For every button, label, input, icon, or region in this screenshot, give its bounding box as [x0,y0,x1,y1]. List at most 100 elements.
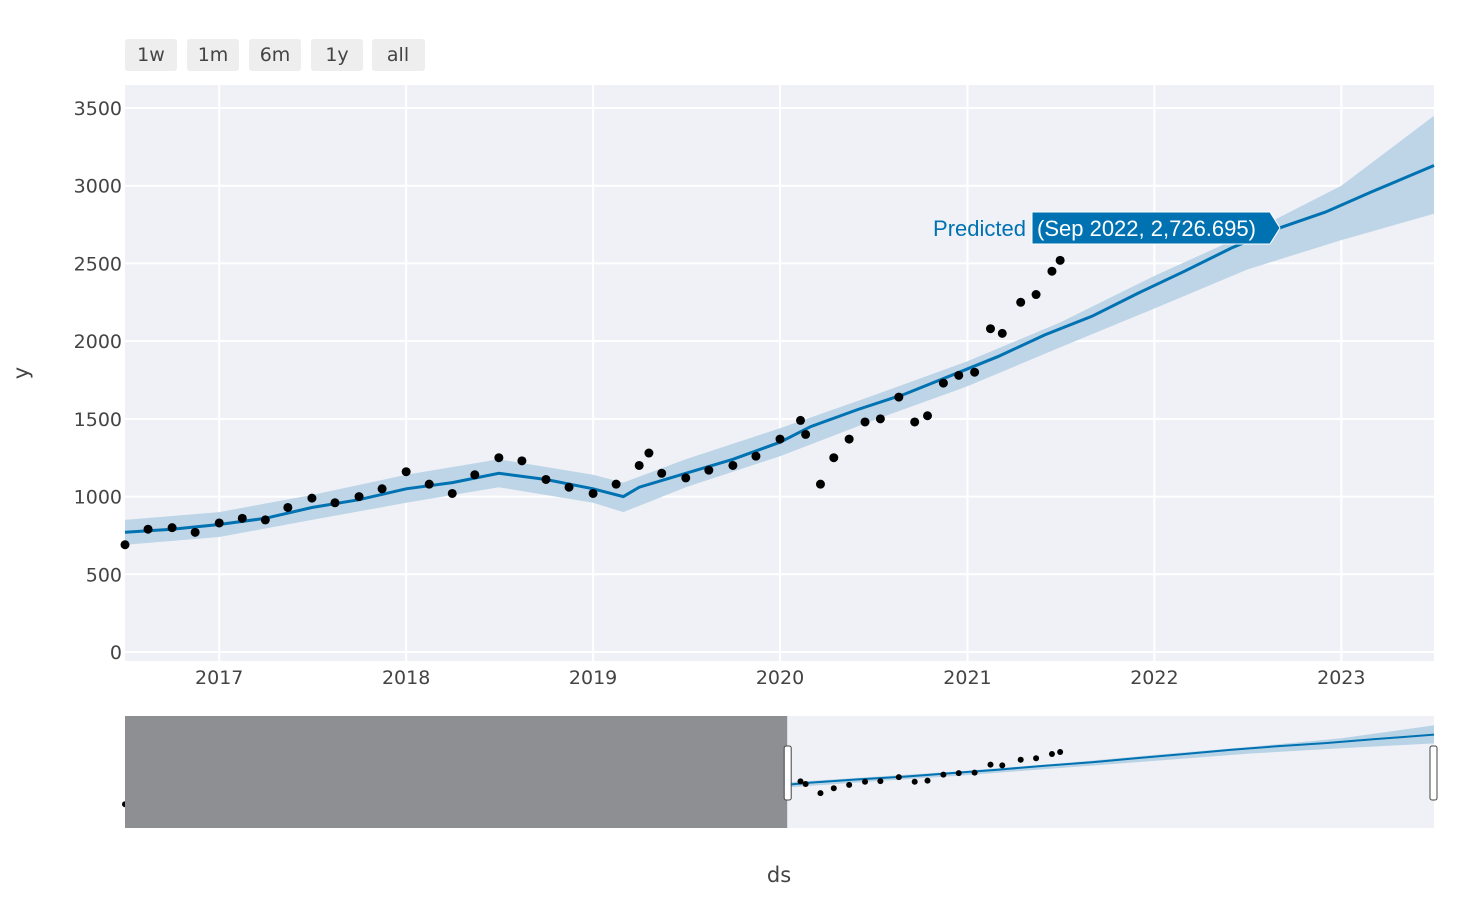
actual-point [815,479,825,489]
range-slider-point [911,778,918,785]
x-tick-label: 2020 [756,667,804,689]
actual-point [634,460,644,470]
actual-point [910,417,920,427]
range-slider-point [955,770,962,777]
range-button-1w[interactable]: 1w [125,39,177,71]
range-button-label: 6m [260,44,291,66]
range-slider-handle-right[interactable] [1429,745,1438,801]
actual-point [260,515,270,525]
actual-point [401,467,411,477]
hover-value-box [1031,211,1281,245]
actual-point [775,434,785,444]
actual-point [470,470,480,480]
actual-point [283,502,293,512]
actual-point [1047,266,1057,276]
actual-point [829,453,839,463]
actual-point [447,488,457,498]
range-slider-point [846,781,853,788]
range-slider-point [924,777,931,784]
actual-point [795,415,805,425]
actual-point [377,484,387,494]
y-tick-label: 0 [110,642,122,664]
x-tick-label: 2019 [569,667,617,689]
actual-point [970,367,980,377]
actual-point [354,492,364,502]
x-tick-label: 2017 [195,667,243,689]
y-axis-title: y [9,367,33,379]
range-selector: 1w 1m 6m 1y all [125,39,425,71]
range-slider-point [971,769,978,776]
actual-point [923,411,933,421]
actual-point [494,453,504,463]
actual-point [938,378,948,388]
actual-point [611,479,621,489]
actual-point [307,493,317,503]
range-button-label: 1y [325,44,348,66]
y-tick-label: 3000 [74,176,122,198]
actual-point [588,488,598,498]
actual-point [564,482,574,492]
range-slider-point [895,774,902,781]
range-slider-point [877,778,884,785]
range-slider-mask [125,716,788,828]
x-tick-label: 2021 [943,667,991,689]
y-tick-label: 1000 [74,487,122,509]
actual-point [728,460,738,470]
actual-point [704,465,714,475]
range-slider-point [1017,756,1024,763]
range-button-label: all [387,44,409,66]
actual-point [517,456,527,466]
actual-point [894,392,904,402]
range-slider-handle-left[interactable] [783,745,792,801]
actual-point [214,518,224,528]
actual-point [985,324,995,334]
range-slider-point [1057,749,1064,755]
range-slider-point [940,771,947,778]
range-slider[interactable] [122,716,1438,828]
actual-point [167,523,177,533]
y-tick-label: 2500 [74,253,122,275]
x-tick-label: 2023 [1317,667,1365,689]
range-slider-point [830,785,837,792]
actual-point [657,468,667,478]
actual-point [1016,297,1026,307]
range-button-label: 1w [137,44,165,66]
range-button-all[interactable]: all [372,39,425,71]
actual-point [954,370,964,380]
range-slider-point [999,762,1006,769]
range-slider-point [802,781,809,787]
range-button-1y[interactable]: 1y [311,39,363,71]
range-slider-point [1033,755,1040,762]
forecast-line [124,164,1435,534]
actual-point [120,540,130,550]
x-axis-title: ds [767,863,791,887]
y-tick-label: 1500 [74,409,122,431]
y-tick-label: 3500 [74,98,122,120]
hover-series-label: Predicted [933,216,1026,241]
actual-point [997,328,1007,338]
actual-point [1055,255,1065,265]
x-axis-ticks: 2017 2018 2019 2020 2021 2022 2023 [195,667,1365,689]
range-slider-point [797,778,804,785]
actual-point [644,448,654,458]
hover-tooltip: Predicted (Sep 2022, 2,726.695) [933,211,1281,245]
actual-point [844,434,854,444]
y-axis-ticks: 0 500 1000 1500 2000 2500 3000 3500 [74,98,122,664]
actual-point [1031,290,1041,300]
actual-point [330,498,340,508]
range-button-label: 1m [198,44,229,66]
range-slider-point [1048,751,1055,757]
range-slider-point [817,790,824,797]
hover-value-label: (Sep 2022, 2,726.695) [1037,216,1256,241]
range-button-1m[interactable]: 1m [187,39,239,71]
actual-point [801,429,811,439]
actual-point [541,474,551,484]
actual-point [190,527,200,537]
x-tick-label: 2022 [1130,667,1178,689]
range-button-6m[interactable]: 6m [249,39,301,71]
range-slider-point [862,778,869,785]
actual-point [751,451,761,461]
y-tick-label: 500 [86,564,122,586]
actual-point [237,513,247,523]
